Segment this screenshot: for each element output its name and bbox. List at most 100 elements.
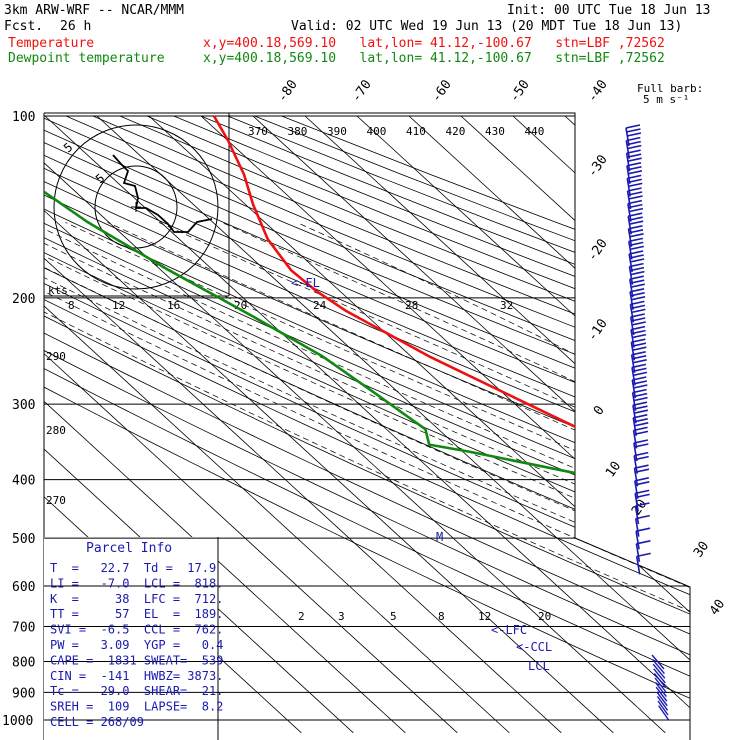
annotation-4: M bbox=[436, 530, 443, 544]
wind-barb-flag bbox=[628, 182, 643, 188]
dry-adiabat bbox=[44, 115, 690, 734]
isotherm-line bbox=[44, 115, 690, 734]
wind-barb-flag bbox=[626, 162, 642, 167]
parcel-info-row: CAPE = 1831 SWEAT= 539 bbox=[50, 653, 223, 667]
wind-barb-staff bbox=[628, 253, 633, 273]
parcel-info-row: K = 38 LFC = 712. bbox=[50, 592, 223, 606]
mixing-ratio-label: 8 bbox=[438, 610, 445, 623]
annotation-0: <-EL bbox=[291, 276, 320, 290]
wind-barb-flag bbox=[633, 430, 649, 436]
wind-barb-staff bbox=[657, 700, 669, 716]
wind-barb-flag bbox=[631, 363, 647, 369]
wind-barb-flag bbox=[628, 237, 644, 243]
isotherm-tick-label: -70 bbox=[349, 77, 375, 105]
wind-barb-flag bbox=[631, 338, 646, 343]
parcel-info-row: CELL = 268/09 bbox=[50, 715, 144, 729]
wind-barb-staff bbox=[627, 216, 632, 235]
wind-barb-staff bbox=[630, 329, 635, 348]
temperature-location-info: x,y=400.18,569.10 lat,lon= 41.12,-100.67… bbox=[203, 36, 665, 51]
wind-barb-flag bbox=[628, 195, 643, 200]
wind-barb-flag bbox=[632, 367, 647, 373]
dry-adiabat bbox=[44, 115, 690, 734]
hodograph-ring bbox=[53, 124, 219, 290]
isotherm-line bbox=[44, 115, 562, 734]
parcel-info-box: Parcel Info T = 22.7 Td = 17.9LI = -7.0 L… bbox=[44, 537, 223, 740]
wind-barb-staff bbox=[653, 672, 667, 688]
isotherm-line bbox=[44, 115, 666, 734]
wind-barb-staff bbox=[630, 342, 636, 361]
wind-barb-flag bbox=[631, 317, 646, 322]
wind-barb-flag bbox=[630, 283, 645, 288]
wind-barb-flag bbox=[632, 388, 647, 394]
wind-barb-flag bbox=[631, 342, 647, 347]
theta-e-label: 410 bbox=[406, 125, 426, 138]
wind-barb-flag bbox=[632, 376, 647, 381]
parcel-box-bg bbox=[44, 537, 218, 740]
wind-barb-flag bbox=[628, 207, 644, 213]
valid-time: Valid: 02 UTC Wed 19 Jun 13 (20 MDT Tue … bbox=[291, 19, 683, 34]
mixing-ratio-label: 12 bbox=[478, 610, 491, 623]
isotherm-line bbox=[44, 115, 458, 734]
wind-barb-flag bbox=[629, 254, 644, 259]
hodograph-speed-label: 12 bbox=[112, 299, 125, 312]
hodograph-ring bbox=[94, 165, 178, 249]
mixing-ratio-label: 20 bbox=[538, 610, 551, 623]
wind-barb-flag bbox=[627, 166, 642, 171]
wind-barbs: Full barb:5 m s⁻¹ bbox=[625, 82, 703, 721]
wind-barb-staff bbox=[658, 705, 669, 721]
isotherm-line bbox=[44, 115, 510, 734]
wind-barb-staff bbox=[626, 178, 632, 197]
dry-adiabat bbox=[44, 115, 690, 734]
wind-barb-flag bbox=[630, 292, 645, 297]
wind-barb-staff bbox=[635, 556, 641, 575]
wind-barb-flag bbox=[633, 396, 648, 402]
wind-barb-flag bbox=[632, 392, 648, 398]
barb-legend-title: Full barb: bbox=[637, 82, 703, 95]
wind-barb-flag bbox=[631, 333, 647, 339]
parcel-info-row: T = 22.7 Td = 17.9 bbox=[50, 561, 216, 575]
wind-barb-staff bbox=[632, 405, 637, 424]
isotherm-line bbox=[44, 115, 354, 734]
hodograph-speed-label: 24 bbox=[313, 299, 327, 312]
model-title: 3km ARW-WRF -- NCAR/MMM bbox=[4, 3, 185, 18]
isotherm-tick-label: -60 bbox=[429, 77, 455, 105]
moist-adiabat bbox=[221, 222, 690, 734]
wind-barb-staff bbox=[625, 153, 631, 172]
theta-e-label: 390 bbox=[327, 125, 347, 138]
wind-barb-staff bbox=[626, 190, 632, 210]
wind-barb-flag bbox=[635, 514, 650, 520]
dry-adiabat bbox=[281, 115, 690, 734]
pressure-tick-label: 500 bbox=[12, 532, 35, 547]
wind-barb-staff bbox=[654, 677, 667, 693]
isotherm-line bbox=[668, 115, 690, 734]
wind-barb-flag bbox=[628, 216, 643, 221]
isotherm-line bbox=[44, 115, 406, 734]
wind-barb-flag bbox=[634, 464, 649, 469]
forecast-label: Fcst. bbox=[4, 19, 44, 34]
isotherm-line bbox=[148, 115, 690, 734]
wind-barb-staff bbox=[628, 241, 633, 260]
parcel-info-title: Parcel Info bbox=[86, 541, 172, 556]
wind-barb-staff bbox=[655, 682, 667, 698]
wind-barb-flag bbox=[635, 481, 650, 486]
dry-adiabat bbox=[44, 115, 690, 734]
wind-barb-flag bbox=[628, 225, 643, 230]
wind-barb-staff bbox=[651, 654, 665, 670]
wind-barb-flag bbox=[630, 270, 645, 276]
hodograph-units: kts bbox=[48, 284, 68, 297]
theta-e-label: 370 bbox=[248, 125, 268, 138]
pressure-tick-label: 800 bbox=[12, 655, 35, 670]
wind-barb-flag bbox=[625, 124, 641, 129]
wind-barb-flag bbox=[634, 477, 649, 482]
wind-barb-flag bbox=[633, 439, 649, 444]
theta-label: 280 bbox=[46, 424, 66, 437]
wind-barb-flag bbox=[630, 304, 646, 310]
isotherm-line bbox=[408, 115, 690, 734]
mixing-ratio-label: 5 bbox=[390, 610, 397, 623]
wind-barb-staff bbox=[652, 659, 665, 675]
wind-barb-staff bbox=[633, 455, 638, 474]
dry-adiabat bbox=[44, 115, 690, 734]
wind-barb-flag bbox=[626, 136, 641, 142]
isotherm-line bbox=[721, 116, 740, 733]
